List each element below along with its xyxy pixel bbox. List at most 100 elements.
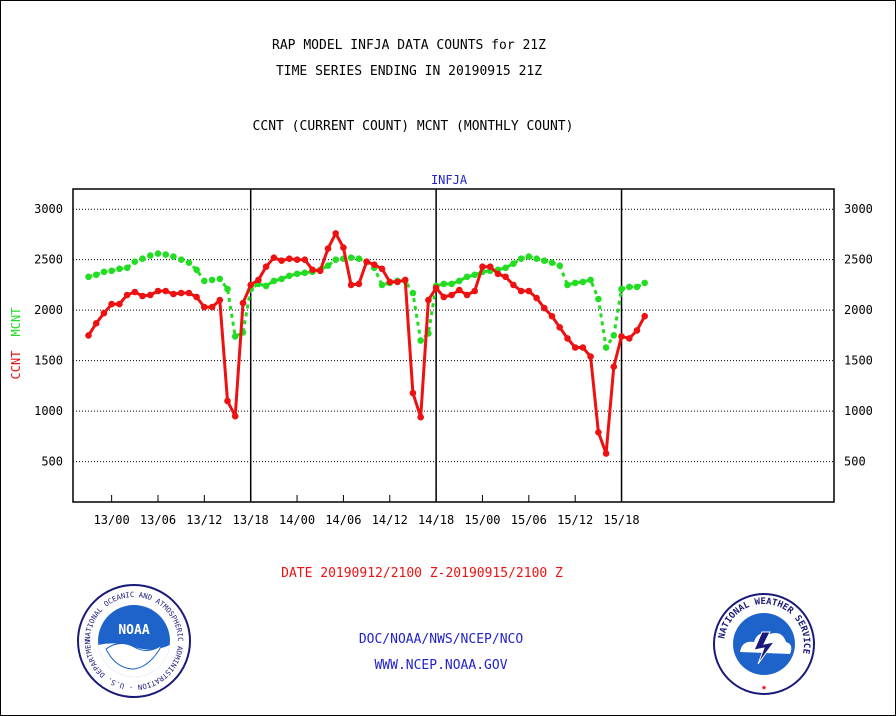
data-point-ccnt [456,286,463,294]
x-tick-label: 15/18 [603,513,639,527]
data-point-ccnt [471,287,479,295]
data-point-ccnt [602,450,610,457]
data-point-ccnt [208,303,216,311]
data-point-ccnt [262,263,270,271]
data-point-mcnt [587,276,594,284]
data-point-mcnt [626,283,633,291]
data-point-ccnt [618,333,625,340]
data-point-ccnt [641,312,648,320]
data-point-ccnt [371,261,378,269]
svg-text:★: ★ [761,682,767,693]
data-point-ccnt [108,300,115,308]
data-point-ccnt [479,263,486,271]
data-point-ccnt [185,289,193,297]
noaa-logo-text: NOAA [118,623,149,638]
data-point-mcnt [533,255,540,262]
chart-title-line2: TIME SERIES ENDING IN 20190915 21Z [275,64,543,79]
data-point-ccnt [633,327,641,334]
x-tick-label: 14/12 [372,513,408,527]
data-point-ccnt [386,278,394,286]
data-point-mcnt [595,295,602,303]
data-point-mcnt [262,282,270,290]
data-point-ccnt [347,281,355,289]
data-point-mcnt [85,273,92,281]
data-point-ccnt [571,344,579,351]
data-point-mcnt [278,275,285,283]
data-point-ccnt [610,363,618,371]
data-point-ccnt [340,244,347,251]
plot-title: INFJA [431,173,468,187]
data-point-mcnt [541,257,548,265]
x-tick-label: 14/06 [325,513,361,527]
data-point-mcnt [100,268,108,276]
data-point-mcnt [618,285,625,293]
data-point-mcnt [216,275,224,283]
data-point-mcnt [417,337,425,344]
chart-subtitle: CCNT (CURRENT COUNT) MCNT (MONTHLY COUNT… [252,119,574,134]
data-point-ccnt [502,273,509,281]
data-point-ccnt [378,265,386,273]
data-point-ccnt [278,257,285,265]
ncep-url[interactable]: WWW.NCEP.NOAA.GOV [374,658,508,673]
data-point-mcnt [517,255,525,262]
grid-lines [73,208,834,463]
data-point-ccnt [409,389,417,397]
data-point-ccnt [293,256,301,264]
chart-title-line1: RAP MODEL INFJA DATA COUNTS for 21Z [272,38,546,53]
data-point-mcnt [409,289,417,297]
data-point-mcnt [448,280,455,288]
y-axis-label-ccnt: CCNT [9,351,23,380]
data-point-ccnt [525,287,533,295]
data-point-ccnt [85,332,92,339]
data-point-ccnt [301,256,309,264]
data-point-ccnt [448,291,455,299]
y-tick-label-right: 2500 [844,253,873,267]
data-point-mcnt [502,264,509,272]
data-point-mcnt [571,279,579,287]
data-point-mcnt [224,285,231,293]
data-point-ccnt [116,300,123,308]
data-point-ccnt [286,255,293,262]
data-point-mcnt [556,262,563,270]
data-point-ccnt [170,290,177,298]
data-point-ccnt [154,287,162,295]
x-axis: 13/00 13/06 13/12 13/18 14/00 14/06 14/12 14/18… [94,495,640,527]
data-point-mcnt [332,256,340,264]
y-tick-label-left: 2000 [34,303,63,317]
y-axis-label: CCNT MCNT [9,308,23,380]
y-tick-label-left: 2500 [34,253,63,267]
data-point-mcnt [301,269,309,277]
y-tick-label-right: 500 [844,455,866,469]
data-point-mcnt [139,255,146,262]
y-tick-label-right: 3000 [844,202,873,216]
data-point-ccnt [564,335,571,342]
data-point-mcnt [471,271,479,279]
data-point-ccnt [595,429,602,436]
y-axis-right: 500 1000 1500 2000 2500 3000 [844,202,873,468]
data-point-mcnt [355,255,363,262]
data-point-ccnt [324,245,332,252]
data-point-ccnt [394,278,401,286]
data-point-ccnt [123,291,131,299]
data-point-ccnt [201,303,208,311]
y-tick-label-right: 2000 [844,303,873,317]
nws-seal-logo: NATIONAL WEATHER SERVICE ★ [713,593,815,695]
data-point-ccnt [231,412,239,420]
data-point-ccnt [432,284,440,292]
data-point-mcnt [548,259,556,267]
series-ccnt [85,230,648,457]
data-point-ccnt [510,281,517,289]
data-point-ccnt [316,267,324,275]
x-tick-label: 15/06 [511,513,547,527]
data-point-mcnt [201,277,208,285]
data-point-mcnt [347,254,355,261]
y-tick-label-left: 1000 [34,404,63,418]
data-point-ccnt [556,324,563,331]
data-point-mcnt [579,278,587,286]
data-point-mcnt [123,264,131,272]
noaa-seal-logo: NATIONAL OCEANIC AND ATMOSPHERIC ADMINIS… [76,583,191,698]
data-point-mcnt [378,281,386,289]
data-point-mcnt [170,253,177,260]
plot-area-border [72,188,835,503]
